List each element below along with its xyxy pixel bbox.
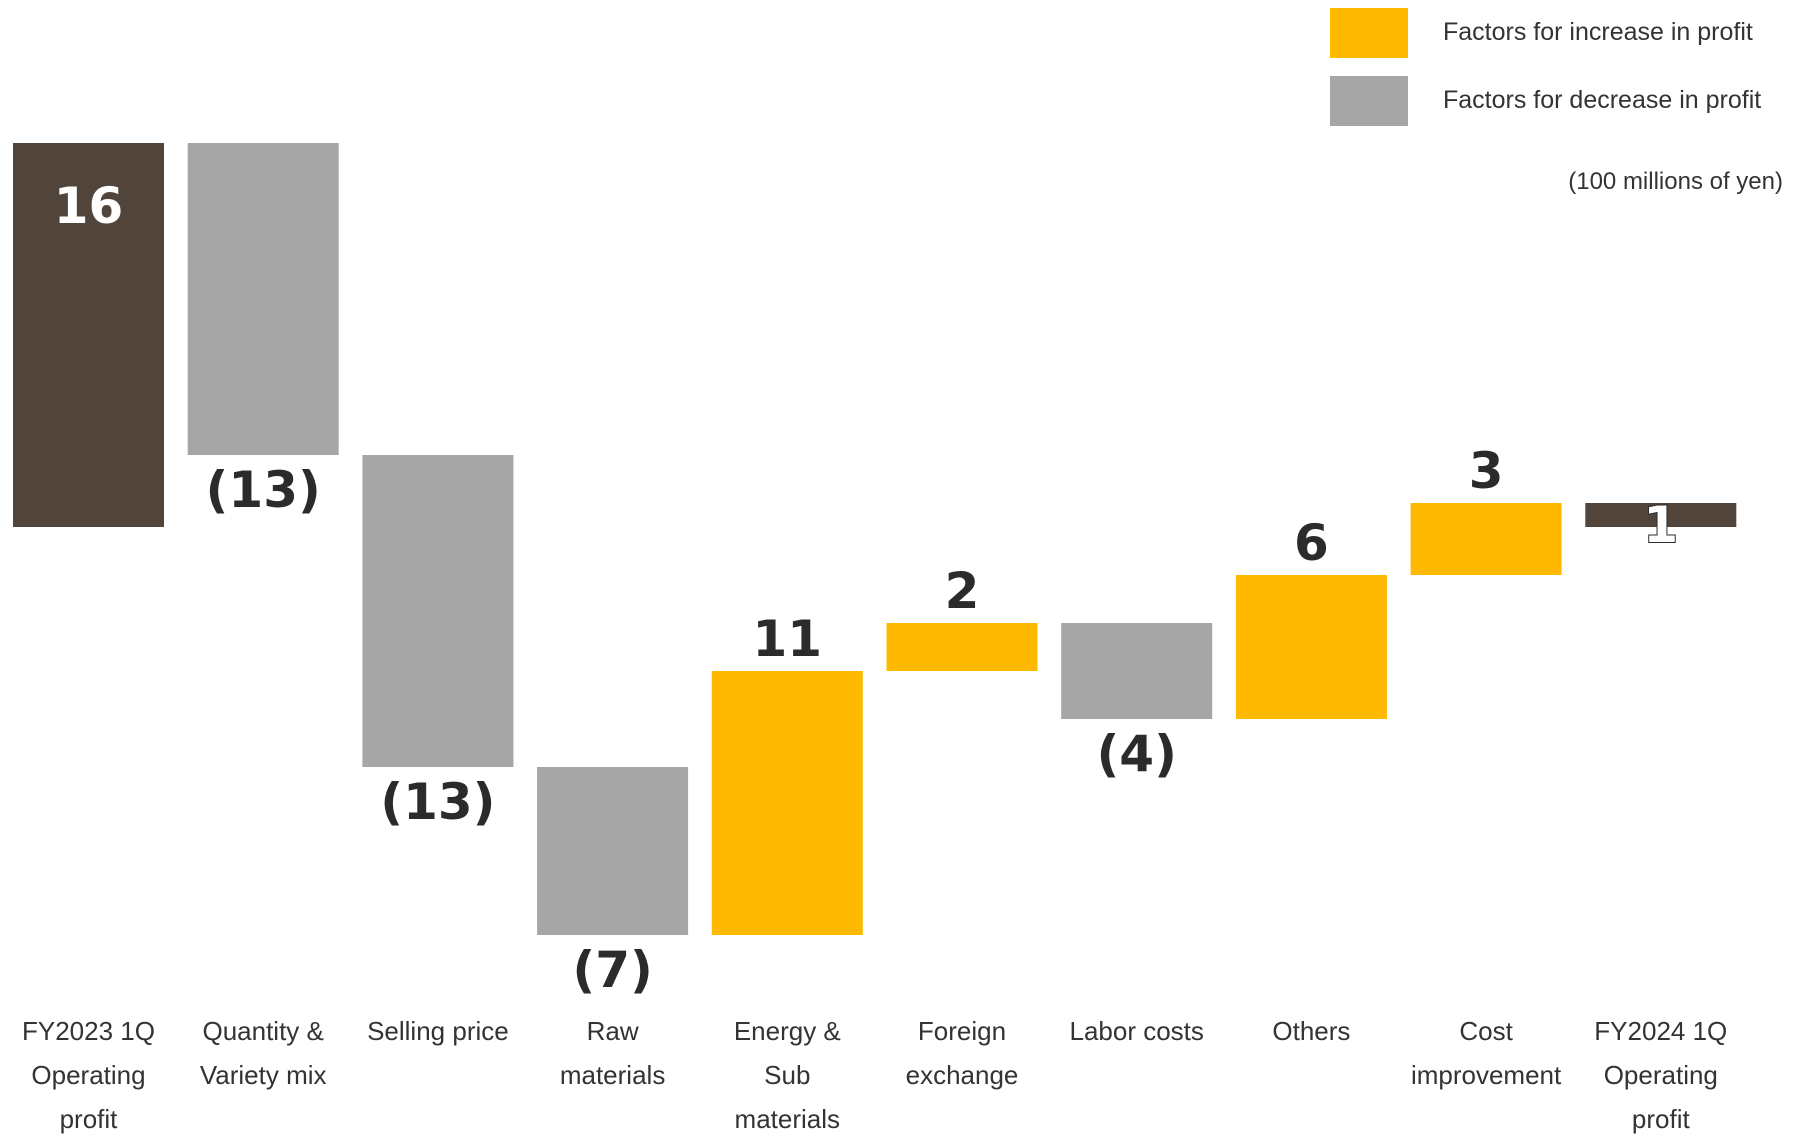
data-label-2: (13): [206, 461, 321, 519]
category-label-9: Cost: [1459, 1016, 1513, 1046]
category-label-5: Energy &: [734, 1016, 841, 1046]
increase-swatch: [1330, 8, 1408, 58]
bar-7: [1061, 623, 1213, 719]
bar-5: [711, 671, 863, 935]
category-label-2: Variety mix: [200, 1060, 327, 1090]
category-label-3: Selling price: [367, 1016, 509, 1046]
category-label-10: profit: [1632, 1104, 1691, 1134]
category-label-10: Operating: [1604, 1060, 1718, 1090]
bar-6: [886, 623, 1038, 671]
category-label-1: profit: [60, 1104, 119, 1134]
data-label-9: 3: [1469, 442, 1504, 500]
legend: Factors for increase in profit Factors f…: [1330, 8, 1790, 144]
category-label-5: Sub: [764, 1060, 810, 1090]
category-label-5: materials: [735, 1104, 840, 1134]
bar-3: [362, 455, 514, 767]
data-label-10: 1: [1643, 496, 1678, 554]
category-label-9: improvement: [1411, 1060, 1562, 1090]
category-label-2: Quantity &: [202, 1016, 323, 1046]
category-label-1: FY2023 1Q: [22, 1016, 155, 1046]
legend-item-increase: Factors for increase in profit: [1330, 8, 1790, 76]
data-label-1: 16: [54, 177, 124, 235]
data-label-8: 6: [1294, 514, 1329, 572]
bar-1: [13, 143, 164, 527]
category-label-7: Labor costs: [1069, 1016, 1203, 1046]
data-label-6: 2: [945, 562, 980, 620]
legend-label-decrease: Factors for decrease in profit: [1443, 86, 1762, 114]
category-label-6: Foreign: [918, 1016, 1006, 1046]
category-label-4: Raw: [587, 1016, 639, 1046]
bar-9: [1410, 503, 1562, 575]
data-label-3: (13): [380, 773, 495, 831]
legend-item-decrease: Factors for decrease in profit: [1330, 76, 1790, 144]
data-label-5: 11: [753, 610, 823, 668]
category-label-8: Others: [1272, 1016, 1350, 1046]
data-label-7: (4): [1096, 725, 1177, 783]
bar-8: [1235, 575, 1387, 719]
decrease-swatch: [1330, 76, 1408, 126]
data-label-4: (7): [572, 941, 653, 999]
category-label-10: FY2024 1Q: [1594, 1016, 1727, 1046]
category-label-4: materials: [560, 1060, 665, 1090]
legend-label-increase: Factors for increase in profit: [1443, 18, 1753, 46]
unit-label: (100 millions of yen): [1568, 168, 1783, 195]
category-label-1: Operating: [31, 1060, 145, 1090]
bar-2: [187, 143, 339, 455]
bar-4: [537, 767, 689, 935]
bar-10: [1585, 503, 1737, 527]
category-label-6: exchange: [906, 1060, 1019, 1090]
